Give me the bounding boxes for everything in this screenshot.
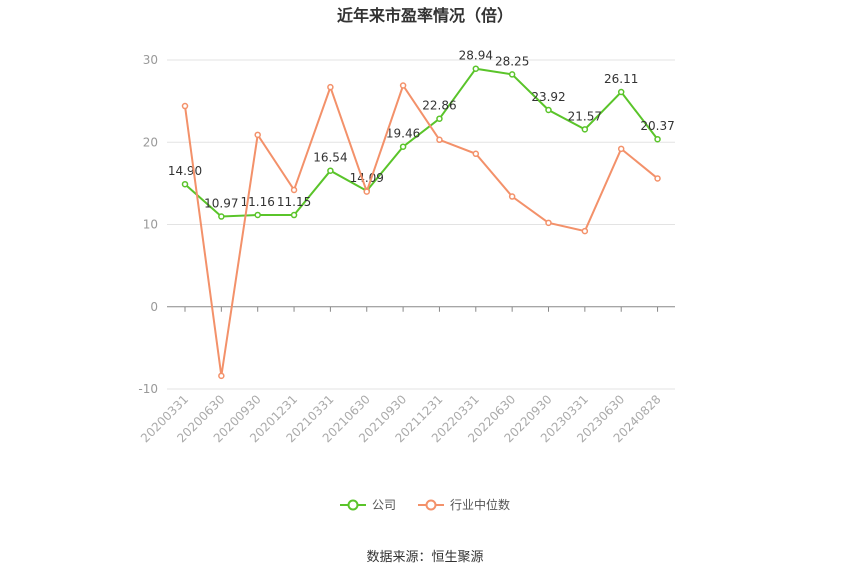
data-point — [654, 175, 661, 182]
data-point — [181, 102, 189, 110]
data-point — [363, 188, 370, 195]
data-label: 23.92 — [531, 90, 565, 104]
data-point — [545, 219, 552, 227]
data-point — [254, 211, 261, 219]
data-point — [254, 131, 261, 139]
data-label: 22.86 — [422, 99, 456, 113]
data-label: 26.11 — [604, 72, 638, 86]
data-point — [290, 211, 298, 219]
series-line-2 — [184, 83, 659, 376]
legend-marker-icon — [418, 499, 444, 510]
legend-item-2[interactable]: 行业中位数 — [418, 496, 510, 513]
data-label: 28.25 — [495, 54, 529, 68]
y-tick-label: -10 — [138, 382, 158, 396]
data-label: 21.57 — [568, 109, 602, 123]
y-tick-label: 0 — [150, 300, 158, 314]
data-point — [617, 145, 625, 153]
data-point — [399, 82, 407, 89]
data-point — [654, 135, 661, 143]
data-point — [617, 88, 625, 96]
data-label: 11.16 — [241, 195, 275, 209]
data-point — [581, 227, 589, 235]
data-point — [508, 71, 516, 78]
legend-label: 行业中位数 — [450, 498, 511, 512]
data-point — [327, 167, 334, 174]
data-point — [436, 136, 443, 144]
data-label: 19.46 — [386, 127, 420, 141]
legend-item-1[interactable]: 公司 — [339, 496, 396, 513]
data-point — [545, 106, 552, 114]
data-label: 14.09 — [350, 171, 384, 185]
data-point — [218, 213, 225, 220]
data-label: 10.97 — [204, 197, 238, 211]
data-point — [472, 150, 480, 158]
data-point — [399, 143, 407, 150]
data-point — [436, 115, 443, 122]
data-point — [181, 180, 189, 188]
series-line-1 — [184, 67, 659, 218]
chart-title: 近年来市盈率情况（倍） — [336, 6, 513, 25]
legend-marker-icon — [339, 499, 366, 510]
legend: 公司 行业中位数 — [0, 496, 850, 513]
data-source: 数据来源：恒生聚源 — [366, 550, 484, 565]
data-point — [581, 126, 589, 133]
data-point — [218, 372, 225, 380]
data-label: 16.54 — [313, 151, 347, 165]
y-tick-label: 20 — [143, 135, 158, 149]
data-point — [290, 186, 298, 194]
legend-label: 公司 — [371, 498, 396, 512]
data-label: 14.90 — [168, 164, 202, 178]
y-tick-label: 30 — [143, 53, 158, 67]
data-label: 20.37 — [640, 119, 674, 133]
data-label: 28.94 — [459, 49, 493, 63]
data-label: 11.15 — [277, 195, 311, 209]
data-point — [327, 83, 334, 91]
data-point — [472, 65, 480, 72]
data-point — [508, 193, 516, 200]
y-tick-label: 10 — [143, 218, 158, 232]
